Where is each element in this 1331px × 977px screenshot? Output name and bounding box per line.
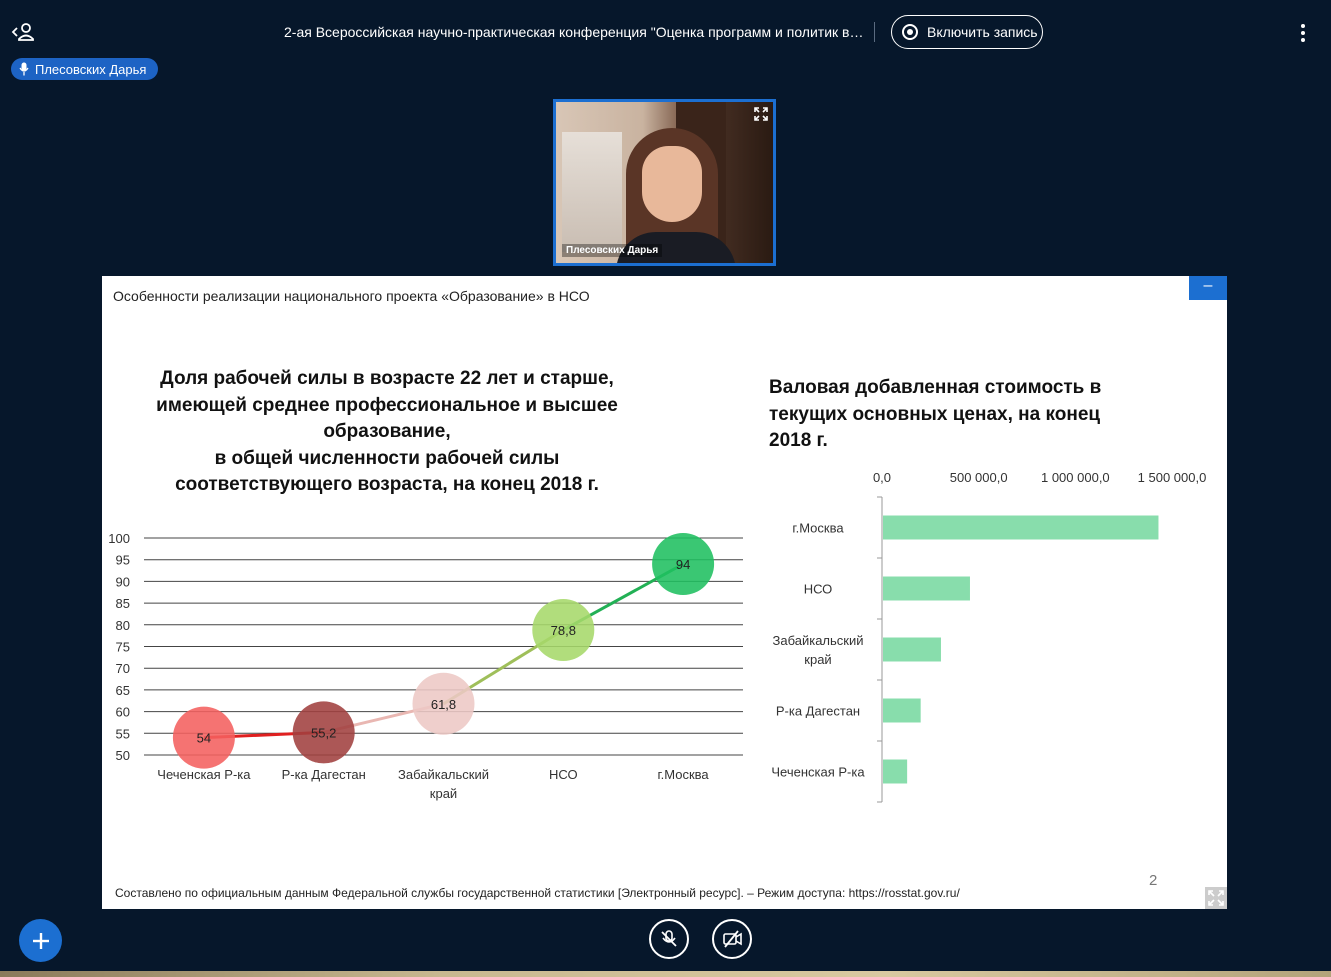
- shared-slide: Особенности реализации национального про…: [102, 276, 1227, 909]
- line-chart-ytick-label: 65: [116, 683, 130, 698]
- slide-page-number: 2: [1149, 872, 1158, 889]
- line-chart-point: [292, 701, 355, 764]
- more-options-button[interactable]: [1293, 22, 1313, 44]
- bar-chart-category-label: г.Москва: [792, 521, 844, 536]
- start-recording-button[interactable]: Включить запись: [891, 15, 1043, 49]
- line-chart-data-label: 54: [197, 731, 211, 746]
- bar-chart-xtick-label: 1 000 000,0: [1041, 470, 1110, 485]
- record-icon: [902, 24, 918, 40]
- bar-chart-bar: [883, 576, 970, 601]
- bar-chart-bar: [883, 515, 1159, 540]
- bar-chart-bar: [883, 637, 941, 662]
- line-chart-title: Доля рабочей силы в возрасте 22 лет и ст…: [142, 366, 632, 499]
- video-window: [562, 132, 622, 252]
- bar-chart-xtick-label: 500 000,0: [950, 470, 1008, 485]
- bar-chart-category-label: край: [804, 652, 831, 667]
- bar-chart-category-label: Чеченская Р-ка: [771, 765, 865, 780]
- microphone-toggle-button[interactable]: [649, 919, 689, 959]
- video-person-face: [642, 146, 702, 222]
- plus-icon: [32, 932, 49, 949]
- line-chart-data-label: 61,8: [431, 697, 456, 712]
- line-chart-category-label: НСО: [549, 767, 578, 782]
- video-participant-name: Плесовских Дарья: [562, 244, 663, 257]
- line-chart-title-line: имеющей среднее профессиональное и высше…: [156, 394, 618, 416]
- line-chart-data-label: 78,8: [551, 623, 576, 638]
- fullscreen-icon: [1208, 890, 1224, 906]
- participants-back-button[interactable]: [10, 20, 38, 46]
- top-bar: 2-ая Всероссийская научно-практическая к…: [0, 0, 1331, 64]
- line-chart-category-label: Забайкальский: [398, 767, 489, 782]
- line-chart-title-line: образование,: [323, 421, 451, 442]
- line-chart-point: [412, 672, 475, 735]
- line-chart-ytick-label: 80: [116, 618, 130, 633]
- line-chart-ytick-label: 55: [116, 726, 130, 741]
- microphone-icon: [19, 62, 29, 76]
- line-chart-ytick-label: 60: [116, 705, 130, 720]
- line-chart-category-label: г.Москва: [658, 767, 710, 782]
- line-chart-ytick-label: 90: [116, 574, 130, 589]
- speaker-name: Плесовских Дарья: [35, 61, 147, 77]
- record-label: Включить запись: [927, 24, 1038, 40]
- header-divider: [874, 22, 875, 42]
- line-chart-title-line: в общей численности рабочей силы: [214, 447, 560, 469]
- participant-video-tile[interactable]: Плесовских Дарья: [553, 99, 776, 266]
- line-chart-title-line: соответствующего возраста, на конец 2018…: [175, 474, 599, 495]
- bar-chart-xtick-label: 1 500 000,0: [1138, 470, 1207, 485]
- add-button[interactable]: [19, 919, 62, 962]
- kebab-menu-icon: [1301, 24, 1305, 42]
- line-chart-category-label: Р-ка Дагестан: [282, 767, 366, 782]
- bar-chart-title-line: Валовая добавленная стоимость в: [769, 377, 1102, 398]
- bar-chart-title: Валовая добавленная стоимость в текущих о…: [769, 375, 1135, 455]
- active-speaker-badge: Плесовских Дарья: [11, 58, 159, 80]
- line-chart-ytick-label: 85: [116, 596, 130, 611]
- video-person-body: [616, 232, 736, 263]
- line-chart-category-label: Чеченская Р-ка: [157, 767, 251, 782]
- line-chart-ytick-label: 75: [116, 640, 130, 655]
- line-chart-point: [652, 533, 715, 596]
- charts-canvas: 100 95 90 85 80 75 70 65 60 55 50 54 Чеченская Р-ка 5…: [108, 470, 1207, 803]
- taskbar-strip: [0, 971, 1331, 977]
- bar-chart-title-line: 2018 г.: [769, 430, 828, 451]
- microphone-off-icon: [661, 930, 677, 947]
- line-chart-ytick-label: 70: [116, 661, 130, 676]
- line-chart-point: [172, 706, 235, 769]
- camera-toggle-button[interactable]: [712, 919, 752, 959]
- bar-chart-bar: [883, 698, 921, 723]
- line-chart-ytick-label: 100: [108, 531, 130, 546]
- line-chart-data-label: 94: [676, 557, 690, 572]
- bar-chart-category-label: НСО: [804, 582, 833, 597]
- slide-header: Особенности реализации национального про…: [113, 288, 590, 304]
- camera-off-icon: [723, 930, 742, 948]
- fullscreen-button[interactable]: [1205, 887, 1227, 909]
- expand-video-button[interactable]: [753, 106, 769, 122]
- bar-chart-category-label: Р-ка Дагестан: [776, 704, 860, 719]
- line-chart-data-label: 55,2: [311, 725, 336, 740]
- expand-icon: [754, 107, 768, 121]
- line-chart-title-line: Доля рабочей силы в возрасте 22 лет и ст…: [160, 368, 614, 389]
- bar-chart-bar: [883, 759, 908, 784]
- minimize-slide-button[interactable]: –: [1189, 276, 1227, 300]
- bar-chart-title-line: текущих основных ценах, на конец: [769, 403, 1101, 425]
- conference-title: 2-ая Всероссийская научно-практическая к…: [284, 24, 864, 40]
- user-chevron-icon: [11, 23, 34, 41]
- slide-footer-source: Составлено по официальным данным Федерал…: [115, 886, 960, 900]
- line-chart-category-label: край: [430, 786, 457, 801]
- line-chart-point: [532, 599, 595, 662]
- bar-chart-xtick-label: 0,0: [873, 470, 891, 485]
- bar-chart-category-label: Забайкальский: [773, 633, 864, 648]
- line-chart-ytick-label: 50: [116, 748, 130, 763]
- line-chart-ytick-label: 95: [116, 553, 130, 568]
